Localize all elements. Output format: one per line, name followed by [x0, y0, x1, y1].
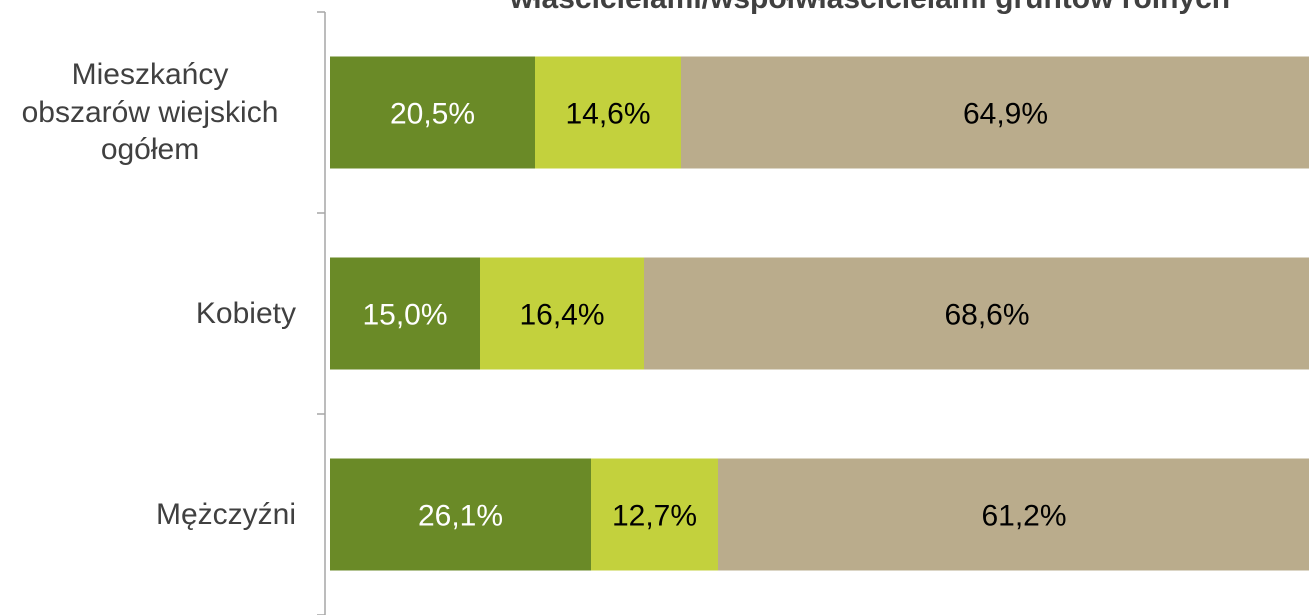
- data-label: 15,0%: [362, 299, 447, 332]
- data-label: 20,5%: [390, 98, 475, 131]
- category-label: Mieszkańcy obszarów wiejskich ogółem: [0, 12, 296, 213]
- bar-segment: [330, 257, 480, 370]
- bar-segment: [644, 257, 1309, 370]
- bar-segment: [718, 458, 1309, 571]
- bar-segment: [591, 458, 718, 571]
- data-label: 64,9%: [963, 98, 1048, 131]
- data-label: 16,4%: [519, 299, 604, 332]
- bar-segment: [330, 458, 591, 571]
- category-text: Mieszkańcy obszarów wiejskich ogółem: [21, 58, 279, 167]
- data-label: 26,1%: [418, 500, 503, 533]
- chart-title: właścicielami/współwłaścicielami gruntów…: [509, 0, 1230, 15]
- data-label: 12,7%: [612, 500, 697, 533]
- category-label: Mężczyźni: [0, 414, 296, 615]
- bar-segment: [480, 257, 644, 370]
- category-text: Mężczyźni: [155, 497, 296, 531]
- bar-segment: [681, 56, 1309, 169]
- category-label: Kobiety: [0, 213, 296, 414]
- category-text: Kobiety: [195, 296, 296, 330]
- data-label: 14,6%: [565, 98, 650, 131]
- data-label: 61,2%: [981, 500, 1066, 533]
- data-label: 68,6%: [944, 299, 1029, 332]
- bar-segment: [535, 56, 681, 169]
- bar-segment: [330, 56, 535, 169]
